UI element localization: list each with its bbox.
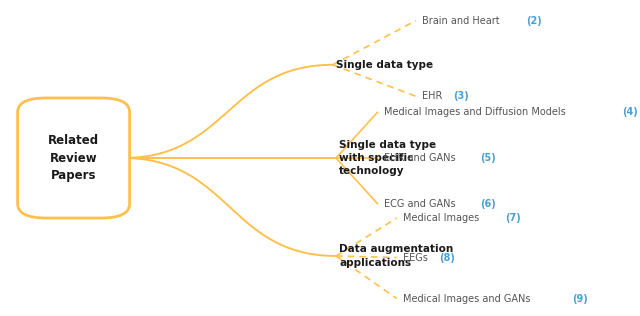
- Text: EHR: EHR: [422, 91, 446, 101]
- Text: (4): (4): [623, 107, 638, 117]
- Text: (2): (2): [527, 15, 542, 26]
- Text: Data augmentation
applications: Data augmentation applications: [339, 244, 454, 268]
- Text: (6): (6): [481, 199, 496, 209]
- Text: Medical Images and GANs: Medical Images and GANs: [403, 294, 534, 304]
- Text: EEGs: EEGs: [403, 252, 431, 263]
- FancyBboxPatch shape: [18, 98, 129, 218]
- Text: (5): (5): [481, 153, 496, 163]
- Text: Single data type
with specific
technology: Single data type with specific technolog…: [339, 140, 436, 176]
- Text: EHR and GANs: EHR and GANs: [384, 153, 459, 163]
- Text: Single data type: Single data type: [336, 60, 433, 70]
- Text: (7): (7): [506, 213, 522, 223]
- Text: (8): (8): [439, 252, 455, 263]
- Text: Brain and Heart: Brain and Heart: [422, 15, 503, 26]
- Text: (9): (9): [572, 294, 588, 304]
- Text: ECG and GANs: ECG and GANs: [384, 199, 459, 209]
- Text: Medical Images and Diffusion Models: Medical Images and Diffusion Models: [384, 107, 569, 117]
- Text: (3): (3): [452, 91, 468, 101]
- Text: Medical Images: Medical Images: [403, 213, 483, 223]
- Text: Related
Review
Papers: Related Review Papers: [48, 133, 99, 183]
